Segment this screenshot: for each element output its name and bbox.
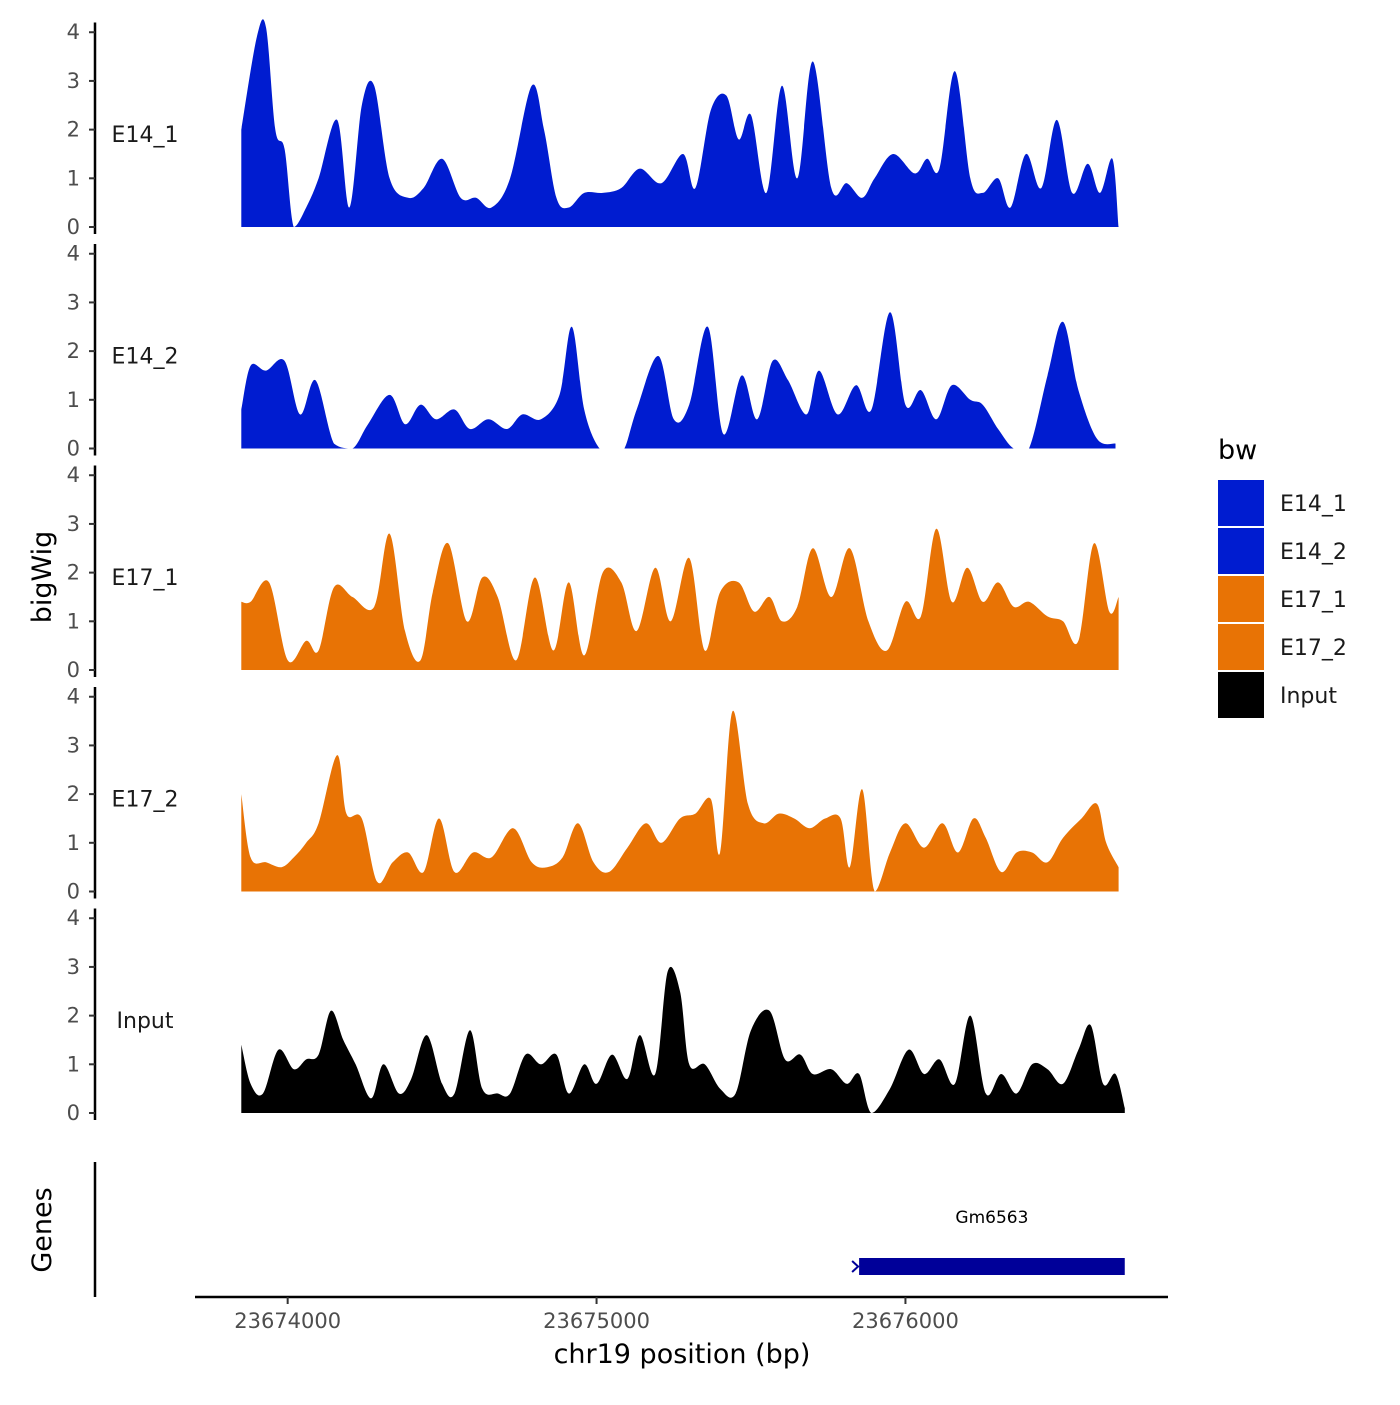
legend-item: E17_2 [1218, 624, 1347, 670]
y-tick-label: 4 [67, 20, 80, 44]
x-tick-label: 23675000 [543, 1309, 650, 1333]
legend-label: E17_2 [1280, 636, 1347, 661]
legend-item: E14_1 [1218, 480, 1347, 526]
y-tick-label: 4 [67, 906, 80, 930]
x-tick-label: 23674000 [234, 1309, 341, 1333]
y-tick-label: 2 [67, 782, 80, 806]
legend-swatch [1218, 576, 1264, 622]
tracks-layer: 0 1 2 3 4 E14_1 0 1 2 3 4 E14_2 0 1 2 3 4 E17_1 0 1 2 3 4 E17_2… [67, 19, 1125, 1125]
y-tick-label: 1 [67, 166, 80, 190]
legend-swatch [1218, 480, 1264, 526]
strand-arrow [851, 1260, 860, 1273]
track-E17_1: 0 1 2 3 4 E17_1 [67, 463, 1119, 682]
y-tick-label: 2 [67, 561, 80, 585]
y-tick-label: 1 [67, 1052, 80, 1076]
y-tick-label: 3 [67, 69, 80, 93]
legend-title: bw [1218, 435, 1257, 466]
signal-area [241, 528, 1119, 670]
legend-item: E17_1 [1218, 576, 1347, 622]
legend-swatch [1218, 624, 1264, 670]
genes-layer: Gm6563 [93, 1162, 1125, 1297]
genes-axis-title: Genes [27, 1187, 58, 1272]
signal-area [241, 312, 1116, 449]
y-tick-label: 2 [67, 118, 80, 142]
x-axis: 23674000 23675000 23676000 [195, 1295, 1168, 1333]
gene-body [859, 1258, 1125, 1275]
y-tick-label: 3 [67, 955, 80, 979]
track-E14_1: 0 1 2 3 4 E14_1 [67, 19, 1119, 239]
y-tick-label: 0 [67, 1101, 80, 1125]
y-tick-label: 0 [67, 437, 80, 461]
track-label: E14_2 [112, 345, 179, 370]
track-label: E14_1 [112, 123, 179, 148]
y-tick-label: 2 [67, 339, 80, 363]
legend-label: Input [1280, 684, 1337, 709]
y-tick-label: 0 [67, 215, 80, 239]
track-E14_2: 0 1 2 3 4 E14_2 [67, 242, 1116, 461]
legend-label: E14_1 [1280, 492, 1347, 517]
x-tick-label: 23676000 [852, 1309, 959, 1333]
y-tick-label: 4 [67, 463, 80, 487]
track-label: Input [117, 1009, 174, 1034]
legend: bw E14_1 E14_2 E17_1 E17_2 Input [1218, 435, 1347, 718]
track-Input: 0 1 2 3 4 Input [67, 906, 1125, 1125]
x-axis-title: chr19 position (bp) [554, 1339, 811, 1370]
y-tick-label: 0 [67, 658, 80, 682]
y-tick-label: 3 [67, 512, 80, 536]
legend-label: E17_1 [1280, 588, 1347, 613]
y-tick-label: 3 [67, 733, 80, 757]
legend-swatch [1218, 672, 1264, 718]
signal-area [241, 710, 1119, 892]
track-label: E17_1 [112, 566, 179, 591]
legend-label: E14_2 [1280, 540, 1347, 565]
y-tick-label: 4 [67, 685, 80, 709]
track-label: E17_2 [112, 788, 179, 813]
y-tick-label: 1 [67, 831, 80, 855]
y-tick-label: 1 [67, 388, 80, 412]
y-tick-label: 1 [67, 609, 80, 633]
legend-item: E14_2 [1218, 528, 1347, 574]
track-E17_2: 0 1 2 3 4 E17_2 [67, 685, 1119, 904]
gene-Gm6563: Gm6563 [851, 1208, 1125, 1275]
y-tick-label: 2 [67, 1004, 80, 1028]
signal-area [241, 19, 1119, 228]
y-tick-label: 3 [67, 290, 80, 314]
legend-swatch [1218, 528, 1264, 574]
signal-area [241, 966, 1125, 1113]
legend-item: Input [1218, 672, 1337, 718]
gene-label: Gm6563 [955, 1208, 1028, 1228]
y-tick-label: 0 [67, 880, 80, 904]
y-tick-label: 4 [67, 242, 80, 266]
y-axis-title: bigWig [27, 531, 58, 624]
